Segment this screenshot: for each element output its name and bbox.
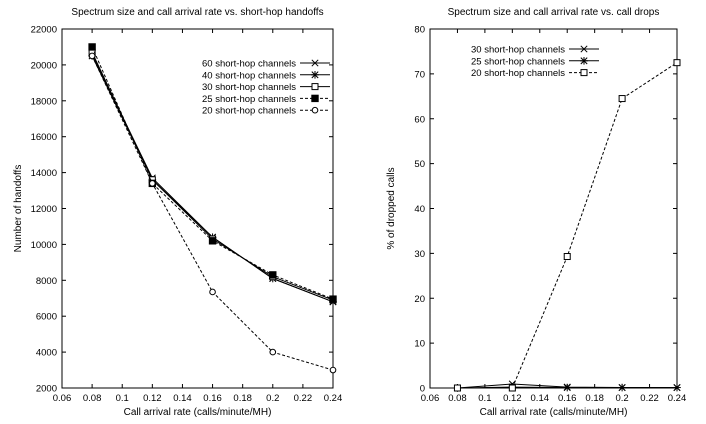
data-point	[673, 383, 681, 392]
x-tick-label: 0.1	[478, 393, 491, 404]
legend-label: 20 short-hop channels	[471, 68, 565, 79]
data-point	[563, 383, 572, 392]
y-tick-label: 80	[414, 25, 425, 36]
x-axis-label: Call arrival rate (calls/minute/MH)	[480, 407, 628, 418]
y-tick-label: 22000	[31, 25, 57, 36]
legend-marker	[311, 83, 319, 91]
legend-label: 40 short-hop channels	[202, 70, 296, 81]
data-point	[209, 288, 216, 296]
legend-label: 30 short-hop channels	[202, 82, 296, 93]
legend-label: 30 short-hop channels	[471, 45, 565, 56]
x-tick-label: 0.18	[585, 393, 604, 404]
series-line	[457, 62, 678, 389]
legend-marker	[311, 71, 319, 79]
x-axis-label: Call arrival rate (calls/minute/MH)	[124, 407, 272, 418]
y-tick-label: 6000	[36, 312, 57, 323]
y-tick-label: 40	[414, 204, 425, 215]
x-tick-label: 0.18	[233, 393, 252, 404]
y-tick-label: 18000	[31, 96, 57, 107]
series-2	[453, 59, 681, 392]
data-point	[618, 95, 626, 103]
data-point	[453, 384, 461, 392]
chart-title: Spectrum size and call arrival rate vs. …	[448, 7, 660, 18]
legend-marker	[311, 59, 319, 67]
y-tick-label: 12000	[31, 204, 57, 215]
legend-marker	[311, 106, 319, 114]
y-tick-label: 50	[414, 159, 425, 170]
x-tick-label: 0.12	[503, 393, 522, 404]
x-tick-label: 0.16	[203, 393, 222, 404]
y-tick-label: 4000	[36, 348, 57, 359]
legend-label: 25 short-hop channels	[202, 94, 296, 105]
y-tick-label: 10000	[31, 240, 57, 251]
data-point	[88, 52, 96, 60]
x-tick-label: 0.16	[558, 393, 577, 404]
data-point	[329, 295, 337, 303]
data-point	[618, 383, 626, 392]
legend-marker	[311, 94, 319, 103]
data-point	[563, 253, 571, 261]
call-drops-chart: Spectrum size and call arrival rate vs. …	[386, 7, 686, 418]
x-tick-label: 0.14	[531, 393, 550, 404]
y-tick-label: 14000	[31, 168, 57, 179]
y-tick-label: 2000	[36, 384, 57, 395]
x-tick-label: 0.08	[83, 393, 102, 404]
x-tick-label: 0.14	[173, 393, 192, 404]
x-tick-label: 0.22	[294, 393, 313, 404]
legend-label: 60 short-hop channels	[202, 59, 296, 70]
legend-label: 20 short-hop channels	[202, 106, 296, 117]
y-axis-label: % of dropped calls	[386, 167, 397, 249]
x-tick-label: 0.22	[640, 393, 659, 404]
y-tick-label: 30	[414, 249, 425, 260]
data-point	[208, 237, 217, 245]
x-tick-label: 0.06	[53, 393, 72, 404]
y-tick-label: 10	[414, 339, 425, 350]
y-axis-label: Number of handoffs	[13, 165, 24, 253]
data-point	[329, 366, 337, 374]
handoffs-chart: Spectrum size and call arrival rate vs. …	[13, 7, 342, 418]
legend-label: 25 short-hop channels	[471, 56, 565, 67]
y-tick-label: 60	[414, 114, 425, 125]
x-tick-label: 0.2	[266, 393, 279, 404]
x-tick-label: 0.24	[324, 393, 343, 404]
x-tick-label: 0.2	[616, 393, 629, 404]
y-tick-label: 8000	[36, 276, 57, 287]
x-tick-label: 0.12	[143, 393, 162, 404]
x-tick-label: 0.1	[116, 393, 129, 404]
y-tick-label: 70	[414, 69, 425, 80]
data-point	[88, 43, 96, 51]
data-point	[508, 384, 516, 392]
data-point	[269, 271, 277, 279]
x-tick-label: 0.06	[421, 393, 440, 404]
legend-marker	[580, 57, 588, 65]
data-point	[269, 348, 277, 356]
y-tick-label: 20000	[31, 60, 57, 71]
data-point	[149, 180, 156, 187]
plot-frame	[429, 28, 678, 389]
x-tick-label: 0.08	[448, 393, 467, 404]
legend-marker	[580, 45, 588, 53]
y-tick-label: 0	[420, 384, 425, 395]
chart-title: Spectrum size and call arrival rate vs. …	[71, 7, 323, 18]
x-tick-label: 0.24	[668, 393, 687, 404]
data-point	[673, 59, 681, 67]
legend-marker	[580, 69, 588, 77]
y-tick-label: 16000	[31, 132, 57, 143]
y-tick-label: 20	[414, 294, 425, 305]
series-4	[88, 52, 337, 374]
